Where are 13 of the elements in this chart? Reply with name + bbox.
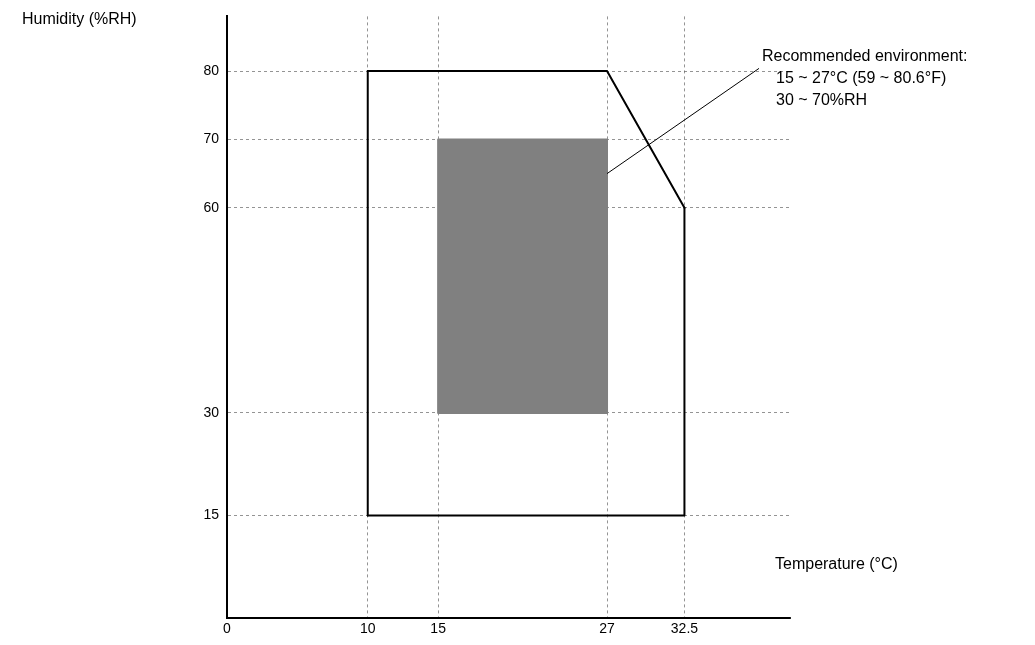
- x-tick-label: 32.5: [670, 620, 699, 637]
- x-axis-title: Temperature (°C): [775, 555, 898, 573]
- y-tick-label: 15: [203, 506, 220, 523]
- y-tick-label: 80: [203, 61, 220, 78]
- y-axis-title: Humidity (%RH): [22, 10, 137, 28]
- y-tick-label: 60: [203, 198, 220, 215]
- y-tick-label: 30: [203, 403, 220, 420]
- y-tick-label: 70: [203, 130, 220, 147]
- annotation: Recommended environment: 15 ~ 27°C (59 ~ 80.6°F) 30 ~ 70%RH: [762, 46, 968, 108]
- x-tick-label: 10: [359, 620, 376, 637]
- x-tick-label: 15: [430, 620, 447, 637]
- x-tick-label: 0: [223, 620, 232, 637]
- x-tick-label: 27: [599, 620, 616, 637]
